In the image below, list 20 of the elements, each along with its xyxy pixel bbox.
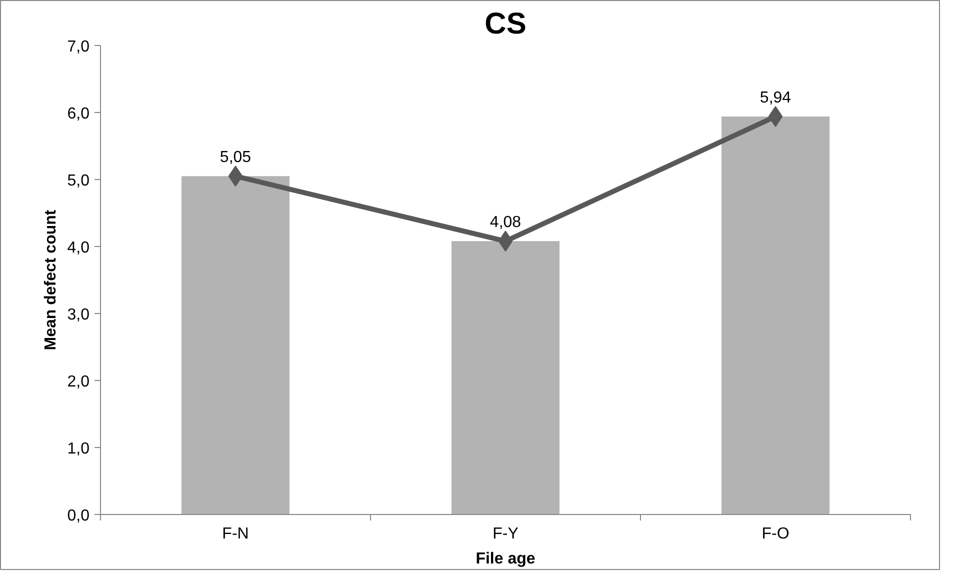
x-tick-label: F-O [762, 526, 790, 542]
y-tick-label: 1,0 [67, 440, 90, 458]
y-tick-label: 6,0 [67, 106, 90, 122]
data-label: 5,94 [760, 90, 792, 107]
y-tick-label: 3,0 [67, 306, 90, 324]
data-label: 5,05 [220, 149, 252, 166]
y-tick-label: 2,0 [67, 374, 90, 390]
y-axis-title: Mean defect count [42, 209, 60, 350]
y-tick-label: 0,0 [67, 508, 90, 524]
x-axis-title: File age [476, 550, 536, 568]
bar [452, 241, 560, 514]
bar [722, 116, 830, 514]
chart-title: CS [484, 8, 526, 40]
y-tick-label: 4,0 [67, 240, 90, 256]
x-tick-label: F-Y [492, 526, 519, 542]
x-tick-label: F-N [222, 526, 249, 542]
bar [182, 176, 290, 514]
data-label: 4,08 [490, 214, 522, 232]
y-tick-label: 7,0 [67, 38, 90, 56]
y-tick-label: 5,0 [67, 172, 90, 190]
